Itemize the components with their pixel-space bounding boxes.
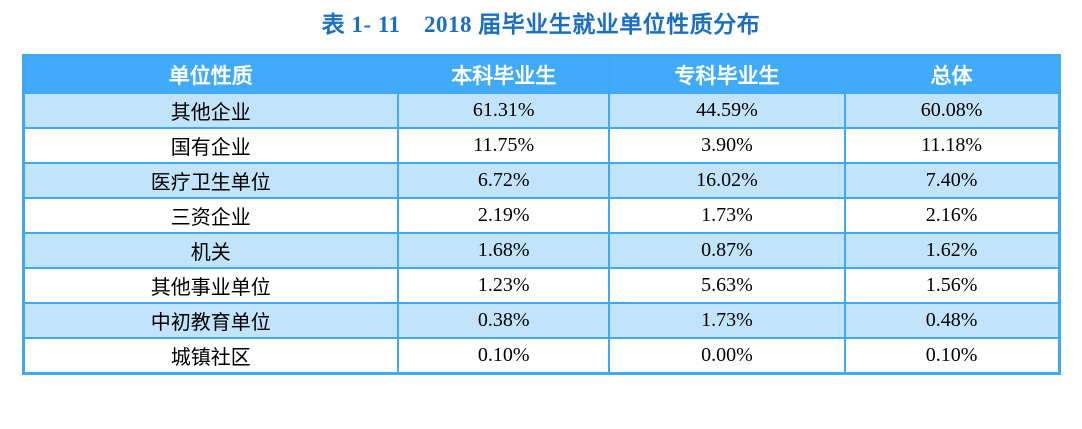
table-row: 中初教育单位 0.38% 1.73% 0.48%: [21, 302, 1061, 339]
value-cell: 1.23%: [397, 267, 611, 304]
col-header-unit-type: 单位性质: [21, 54, 400, 94]
value-cell: 6.72%: [397, 162, 611, 199]
value-cell: 1.62%: [843, 232, 1061, 269]
value-cell: 16.02%: [608, 162, 846, 199]
table-header-row: 单位性质 本科毕业生 专科毕业生 总体: [21, 54, 1061, 94]
value-cell: 5.63%: [608, 267, 846, 304]
value-cell: 2.19%: [397, 197, 611, 234]
value-cell: 1.73%: [608, 302, 846, 339]
row-label: 三资企业: [21, 197, 400, 234]
row-label: 中初教育单位: [21, 302, 400, 339]
value-cell: 0.00%: [608, 337, 846, 375]
value-cell: 0.38%: [397, 302, 611, 339]
row-label: 医疗卫生单位: [21, 162, 400, 199]
col-header-undergraduate: 本科毕业生: [397, 54, 611, 94]
col-header-overall: 总体: [843, 54, 1061, 94]
table-caption: 表 1- 11 2018 届毕业生就业单位性质分布: [321, 12, 761, 37]
document-page: 表 1- 11 2018 届毕业生就业单位性质分布 单位性质 本科毕业生 专科毕…: [0, 9, 1082, 375]
value-cell: 2.16%: [843, 197, 1061, 234]
employment-unit-table: 单位性质 本科毕业生 专科毕业生 总体 其他企业 61.31% 44.59% 6…: [21, 54, 1061, 375]
value-cell: 3.90%: [608, 127, 846, 164]
table-row: 医疗卫生单位 6.72% 16.02% 7.40%: [21, 162, 1061, 199]
row-label: 城镇社区: [21, 337, 400, 375]
value-cell: 0.87%: [608, 232, 846, 269]
value-cell: 1.56%: [843, 267, 1061, 304]
table-row: 城镇社区 0.10% 0.00% 0.10%: [21, 337, 1061, 375]
table-row: 其他企业 61.31% 44.59% 60.08%: [21, 92, 1061, 129]
value-cell: 0.10%: [397, 337, 611, 375]
row-label: 国有企业: [21, 127, 400, 164]
value-cell: 44.59%: [608, 92, 846, 129]
value-cell: 0.10%: [843, 337, 1061, 375]
value-cell: 60.08%: [843, 92, 1061, 129]
value-cell: 0.48%: [843, 302, 1061, 339]
table-row: 机关 1.68% 0.87% 1.62%: [21, 232, 1061, 269]
value-cell: 11.18%: [843, 127, 1061, 164]
table-row: 国有企业 11.75% 3.90% 11.18%: [21, 127, 1061, 164]
value-cell: 1.73%: [608, 197, 846, 234]
row-label: 其他事业单位: [21, 267, 400, 304]
value-cell: 11.75%: [397, 127, 611, 164]
table-row: 三资企业 2.19% 1.73% 2.16%: [21, 197, 1061, 234]
value-cell: 61.31%: [397, 92, 611, 129]
value-cell: 1.68%: [397, 232, 611, 269]
row-label: 其他企业: [21, 92, 400, 129]
value-cell: 7.40%: [843, 162, 1061, 199]
row-label: 机关: [21, 232, 400, 269]
col-header-junior-college: 专科毕业生: [608, 54, 846, 94]
table-row: 其他事业单位 1.23% 5.63% 1.56%: [21, 267, 1061, 304]
